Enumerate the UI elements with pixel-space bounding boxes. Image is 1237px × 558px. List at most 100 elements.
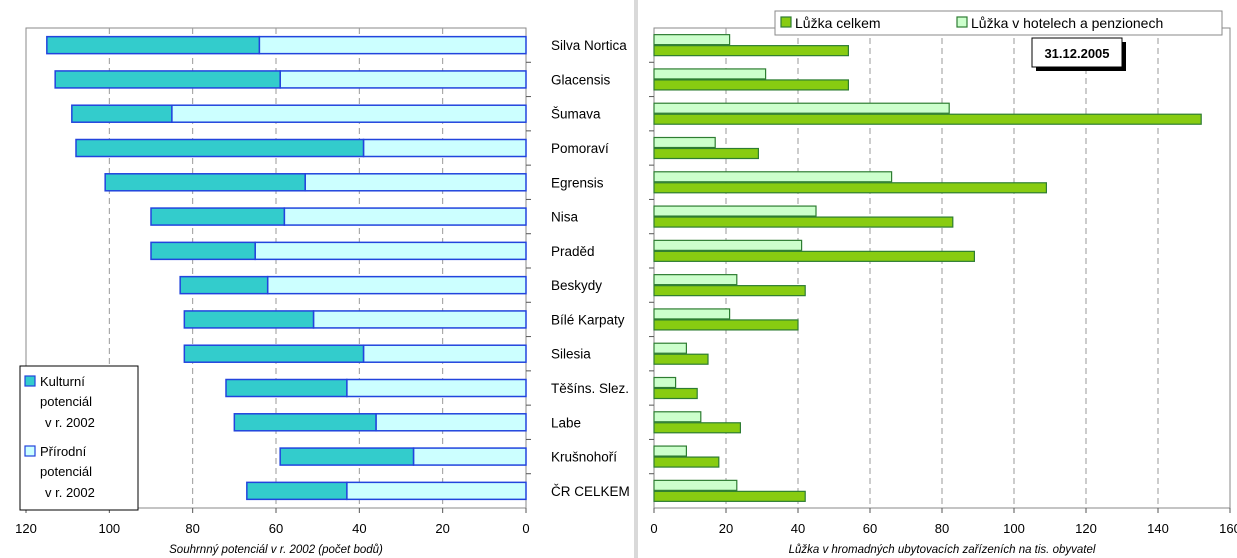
category-label: Pomoraví	[551, 141, 609, 156]
bar-hotely	[653, 205, 817, 217]
bar-prirodni	[266, 275, 527, 295]
legend-swatch-celkem	[780, 16, 792, 28]
right-x-tick-label: 120	[1075, 521, 1097, 536]
left-x-tick-label: 120	[15, 521, 37, 536]
category-label: Glacensis	[551, 72, 611, 87]
left-x-tick-label: 80	[185, 521, 199, 536]
left-x-tick-label: 60	[269, 521, 283, 536]
legend-celkem: Lůžka celkem	[795, 15, 881, 31]
bar-hotely	[653, 34, 731, 46]
category-label: Šumava	[551, 107, 601, 122]
bar-celkem	[653, 216, 954, 228]
bar-prirodni	[346, 378, 527, 398]
legend-kulturni-line1: Kulturní	[40, 374, 85, 389]
bar-hotely	[653, 102, 950, 114]
center-divider	[634, 0, 638, 558]
bar-hotely	[653, 68, 767, 80]
left-x-tick-label: 0	[522, 521, 529, 536]
bar-celkem	[653, 285, 806, 297]
bar-kulturni	[179, 275, 269, 295]
bar-hotely	[653, 479, 738, 491]
legend-kulturni-line3: v r. 2002	[45, 415, 95, 430]
bar-celkem	[653, 490, 806, 502]
bar-celkem	[653, 113, 1202, 125]
right-x-tick-label: 0	[650, 521, 657, 536]
bar-hotely	[653, 376, 677, 389]
category-label: ČR CELKEM	[551, 484, 630, 499]
bar-prirodni	[312, 310, 527, 329]
legend-kulturni-line2: potenciál	[40, 394, 92, 409]
bar-celkem	[653, 387, 698, 400]
bar-hotely	[653, 171, 893, 183]
left-x-tick-label: 100	[98, 521, 120, 536]
bar-prirodni	[362, 138, 527, 158]
legend-prirodni-line3: v r. 2002	[45, 485, 95, 500]
date-annotation-text: 31.12.2005	[1044, 46, 1109, 61]
category-label: Silva Nortica	[551, 38, 627, 53]
category-label: Beskydy	[551, 278, 602, 293]
bar-kulturni	[46, 35, 261, 55]
bar-prirodni	[279, 70, 527, 89]
right-x-tick-label: 20	[719, 521, 733, 536]
category-label: Nisa	[551, 210, 578, 225]
legend-swatch-prirodni	[24, 445, 36, 457]
bar-prirodni	[254, 241, 527, 261]
bar-prirodni	[362, 344, 527, 363]
right-x-tick-label: 100	[1003, 521, 1025, 536]
bar-celkem	[653, 422, 742, 434]
bar-kulturni	[54, 70, 281, 89]
right-x-tick-label: 160	[1219, 521, 1237, 536]
category-label: Bílé Karpaty	[551, 312, 625, 327]
bar-hotely	[653, 411, 702, 423]
right-x-tick-label: 40	[791, 521, 805, 536]
category-label: Egrensis	[551, 175, 604, 190]
bar-celkem	[653, 319, 799, 331]
right-x-axis-title: Lůžka v hromadných ubytovacích zařízeníc…	[789, 544, 1096, 556]
date-annotation: 31.12.2005	[1031, 37, 1126, 71]
legend-prirodni-line1: Přírodní	[40, 444, 87, 459]
category-label: Krušnohoří	[551, 450, 617, 465]
bar-kulturni	[183, 310, 315, 329]
bar-hotely	[653, 136, 716, 149]
right-legend: Lůžka celkem Lůžka v hotelech a penzione…	[774, 10, 1223, 36]
bar-celkem	[653, 147, 760, 160]
category-label: Silesia	[551, 347, 591, 362]
bar-kulturni	[279, 447, 415, 466]
bar-prirodni	[375, 413, 527, 432]
left-legend: Kulturní potenciál v r. 2002 Přírodní po…	[19, 365, 139, 511]
left-x-tick-label: 40	[352, 521, 366, 536]
bar-celkem	[653, 182, 1047, 194]
right-x-tick-label: 80	[935, 521, 949, 536]
bar-celkem	[653, 250, 975, 262]
bar-prirodni	[304, 173, 527, 192]
right-x-tick-label: 60	[863, 521, 877, 536]
bar-kulturni	[75, 138, 365, 158]
legend-prirodni-line2: potenciál	[40, 464, 92, 479]
legend-swatch-kulturni	[24, 375, 36, 387]
bar-prirodni	[283, 207, 527, 226]
bar-celkem	[653, 353, 709, 365]
bar-prirodni	[346, 481, 527, 501]
category-label: Labe	[551, 415, 581, 430]
left-x-tick-label: 20	[435, 521, 449, 536]
bar-hotely	[653, 239, 803, 251]
bar-celkem	[653, 45, 849, 57]
bar-kulturni	[150, 241, 256, 261]
bar-prirodni	[171, 104, 527, 123]
bar-kulturni	[246, 481, 348, 501]
bar-hotely	[653, 342, 688, 354]
right-x-tick-label: 140	[1147, 521, 1169, 536]
bar-kulturni	[183, 344, 365, 363]
bar-celkem	[653, 456, 720, 468]
legend-hotely: Lůžka v hotelech a penzionech	[971, 15, 1163, 31]
bar-kulturni	[71, 104, 173, 123]
bar-kulturni	[233, 413, 377, 432]
bar-hotely	[653, 274, 738, 286]
category-label: Praděd	[551, 244, 595, 259]
bar-hotely	[653, 308, 731, 320]
bar-kulturni	[150, 207, 286, 226]
bar-prirodni	[258, 35, 527, 55]
bar-hotely	[653, 445, 688, 457]
bar-prirodni	[412, 447, 527, 466]
